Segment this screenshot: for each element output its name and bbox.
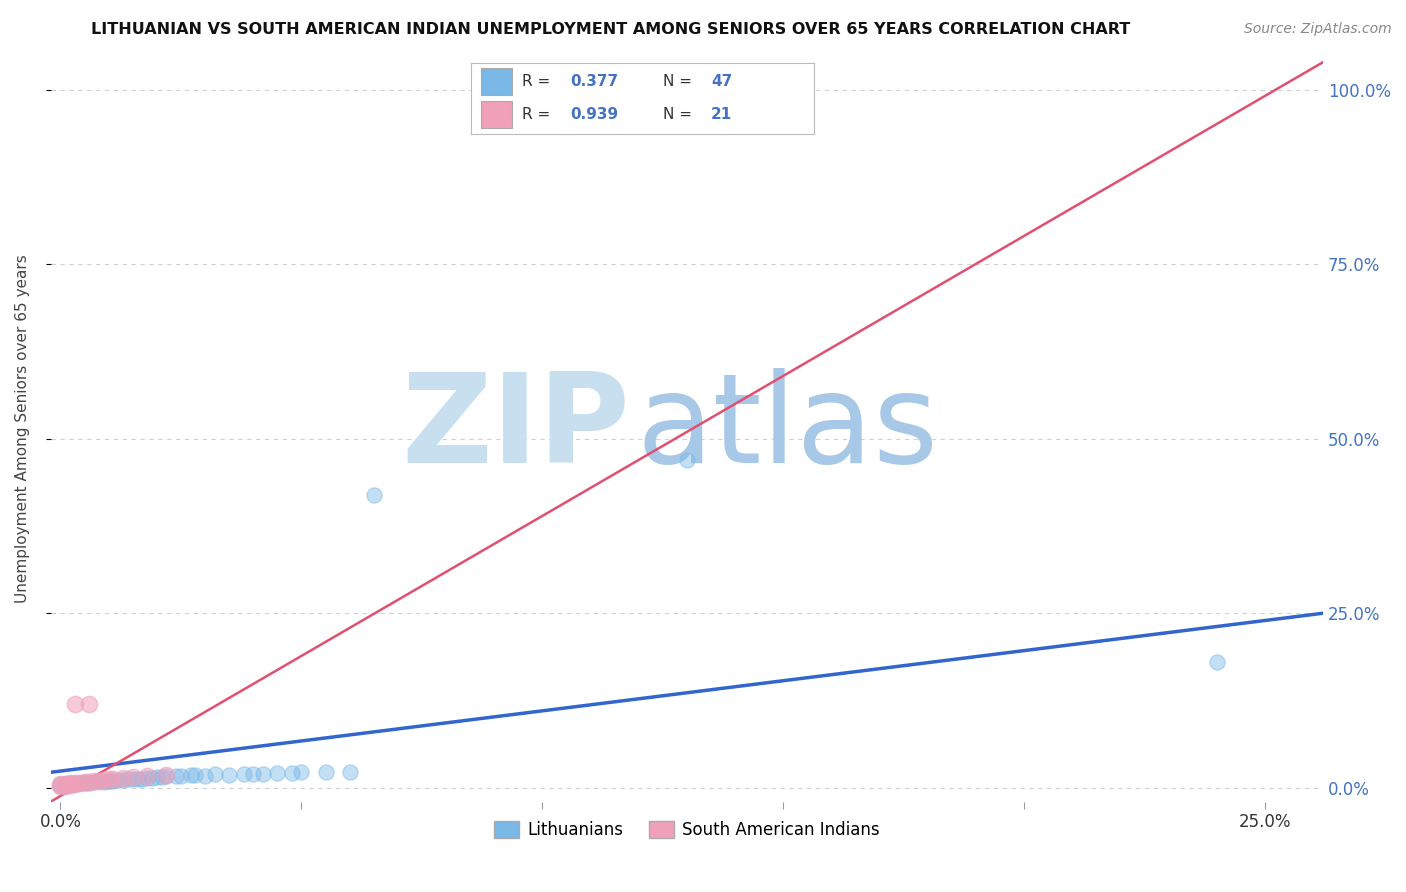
Point	[232, 767, 254, 781]
Point	[59, 778, 82, 792]
Point	[315, 765, 337, 780]
Point	[87, 773, 110, 788]
Point	[363, 488, 385, 502]
Point	[676, 452, 699, 467]
Point	[53, 777, 76, 791]
Point	[63, 697, 86, 711]
Point	[69, 776, 91, 790]
Point	[155, 768, 177, 782]
Legend: Lithuanians, South American Indians: Lithuanians, South American Indians	[488, 814, 886, 846]
Point	[73, 775, 96, 789]
Point	[180, 768, 202, 782]
Point	[266, 766, 288, 780]
Point	[83, 775, 105, 789]
Point	[281, 766, 304, 780]
Point	[112, 771, 135, 785]
Point	[49, 777, 72, 791]
Text: atlas: atlas	[636, 368, 938, 489]
Point	[194, 769, 217, 783]
Point	[136, 769, 159, 783]
Point	[97, 773, 120, 788]
Point	[339, 765, 361, 780]
Point	[184, 768, 207, 782]
Point	[121, 772, 143, 787]
Point	[79, 775, 101, 789]
Point	[150, 770, 173, 784]
Point	[204, 767, 226, 781]
Point	[112, 772, 135, 787]
Point	[49, 779, 72, 793]
Point	[73, 776, 96, 790]
Point	[127, 772, 149, 786]
Text: LITHUANIAN VS SOUTH AMERICAN INDIAN UNEMPLOYMENT AMONG SENIORS OVER 65 YEARS COR: LITHUANIAN VS SOUTH AMERICAN INDIAN UNEM…	[91, 22, 1130, 37]
Point	[121, 770, 143, 784]
Point	[49, 779, 72, 793]
Point	[146, 770, 169, 784]
Point	[93, 775, 115, 789]
Point	[53, 779, 76, 793]
Point	[93, 772, 115, 787]
Point	[170, 769, 193, 783]
Point	[63, 776, 86, 790]
Point	[103, 773, 125, 788]
Point	[97, 774, 120, 789]
Point	[63, 777, 86, 791]
Point	[97, 772, 120, 787]
Point	[79, 697, 101, 711]
Point	[87, 774, 110, 789]
Point	[165, 769, 187, 783]
Point	[63, 777, 86, 791]
Point	[53, 779, 76, 793]
Point	[103, 772, 125, 786]
Point	[131, 772, 153, 786]
Point	[59, 776, 82, 790]
Point	[63, 776, 86, 790]
Point	[69, 776, 91, 790]
Point	[242, 766, 264, 780]
Point	[53, 777, 76, 791]
Point	[79, 776, 101, 790]
Point	[83, 773, 105, 788]
Point	[155, 769, 177, 783]
Point	[218, 768, 240, 782]
Text: ZIP: ZIP	[401, 368, 630, 489]
Point	[73, 775, 96, 789]
Point	[117, 772, 139, 787]
Point	[59, 778, 82, 792]
Point	[136, 771, 159, 785]
Point	[1206, 655, 1229, 669]
Point	[59, 776, 82, 790]
Point	[290, 765, 312, 780]
Text: Source: ZipAtlas.com: Source: ZipAtlas.com	[1244, 22, 1392, 37]
Point	[252, 766, 274, 780]
Y-axis label: Unemployment Among Seniors over 65 years: Unemployment Among Seniors over 65 years	[15, 254, 30, 603]
Point	[49, 777, 72, 791]
Point	[141, 771, 163, 785]
Point	[107, 772, 129, 787]
